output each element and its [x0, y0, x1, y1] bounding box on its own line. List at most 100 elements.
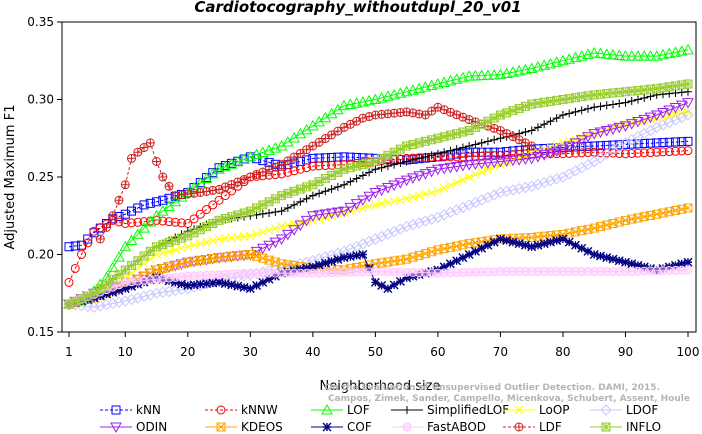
data-point-knn: [652, 138, 662, 148]
data-point-cof: [339, 253, 349, 263]
data-point-ldof: [457, 201, 469, 214]
data-point-inflo: [377, 153, 387, 163]
data-point-odin: [463, 160, 476, 171]
legend-item-ldf: LDF: [503, 420, 562, 434]
data-point-knnw: [677, 146, 687, 156]
data-point-odin: [525, 153, 538, 165]
data-point-odin: [438, 163, 451, 175]
data-point-knnw: [670, 146, 680, 156]
data-point-knnw: [289, 166, 299, 176]
data-point-kdeos: [252, 251, 262, 261]
data-point-simplifiedlof: [633, 95, 642, 104]
data-point-knnw: [158, 216, 168, 226]
data-point-inflo: [670, 81, 680, 91]
legend-marker-cof: [322, 422, 332, 432]
chart-title: Cardiotocography_withoutdupl_20_v01: [194, 0, 521, 16]
data-point-simplifiedlof: [684, 87, 692, 96]
data-point-inflo: [295, 184, 305, 194]
data-point-inflo: [495, 110, 505, 120]
data-point-simplifiedlof: [621, 98, 630, 107]
data-point-simplifiedlof: [415, 154, 424, 163]
data-point-knnw: [477, 151, 487, 161]
data-point-cof: [333, 254, 343, 264]
data-point-simplifiedlof: [490, 135, 499, 144]
data-point-cof: [527, 242, 537, 252]
data-point-lof: [607, 48, 619, 60]
data-point-ldof: [375, 230, 388, 243]
data-point-knnw: [208, 200, 218, 210]
data-point-inflo: [627, 86, 637, 96]
data-point-inflo: [527, 99, 537, 109]
data-point-odin: [350, 199, 363, 210]
series-line-cof: [68, 238, 689, 305]
data-point-odin: [281, 229, 294, 241]
data-point-inflo: [539, 97, 549, 107]
data-point-loop: [202, 237, 211, 247]
data-point-loop: [208, 236, 218, 245]
data-point-knn: [83, 234, 93, 244]
data-point-knn: [595, 141, 605, 151]
data-point-inflo: [552, 95, 562, 105]
data-point-ldof: [475, 194, 488, 206]
data-point-cof: [508, 237, 518, 247]
data-point-odin: [500, 156, 513, 167]
data-point-knnw: [502, 150, 512, 160]
data-point-inflo: [508, 106, 518, 116]
data-point-cof: [177, 279, 187, 289]
data-point-odin: [682, 98, 694, 109]
data-point-lof: [482, 69, 494, 80]
data-point-inflo: [633, 86, 643, 96]
data-point-odin: [306, 211, 319, 222]
data-point-fastabod: [683, 265, 693, 275]
data-point-knn: [664, 137, 674, 147]
data-point-inflo: [395, 144, 405, 154]
y-tick-label: 0.30: [27, 93, 54, 107]
data-point-knnw: [120, 219, 130, 228]
legend-item-lof: LOF: [311, 403, 370, 417]
data-point-lof: [619, 50, 632, 61]
data-point-odin: [513, 155, 526, 166]
data-point-ldof: [107, 297, 119, 310]
data-point-knnw: [302, 163, 312, 173]
legend-label-kdeos: KDEOS: [241, 420, 283, 434]
data-point-odin: [275, 234, 288, 246]
data-point-simplifiedlof: [465, 142, 474, 150]
data-point-simplifiedlof: [265, 208, 274, 217]
data-point-cof: [395, 276, 405, 286]
data-point-inflo: [595, 89, 605, 99]
data-point-knnw: [283, 167, 293, 177]
data-point-inflo: [264, 197, 274, 207]
data-point-cof: [220, 279, 230, 289]
data-point-knn: [345, 152, 355, 162]
data-point-odin: [613, 122, 626, 134]
x-tick-label: 30: [243, 345, 258, 359]
data-point-simplifiedlof: [396, 159, 405, 168]
data-point-ldof: [525, 180, 538, 193]
data-point-simplifiedlof: [533, 123, 542, 132]
data-point-cof: [539, 239, 549, 249]
data-point-cof: [564, 237, 574, 247]
x-tick-label: 10: [118, 345, 133, 359]
data-point-ldof: [125, 293, 138, 306]
data-point-simplifiedlof: [577, 106, 586, 115]
data-point-cof: [389, 280, 399, 290]
data-point-inflo: [127, 260, 137, 270]
data-point-odin: [357, 195, 369, 206]
data-point-knn: [633, 139, 643, 149]
data-point-knnw: [195, 209, 205, 219]
data-point-odin: [557, 144, 569, 156]
data-point-odin: [569, 138, 582, 149]
data-point-odin: [600, 126, 613, 137]
data-point-inflo: [289, 186, 299, 196]
legend-marker-ldof: [600, 404, 612, 416]
data-point-inflo: [583, 91, 593, 101]
data-point-ldof: [444, 206, 457, 219]
data-point-ldof: [500, 185, 513, 197]
legend-item-knnw: kNNW: [205, 403, 278, 417]
data-point-knnw: [458, 152, 468, 162]
data-point-cof: [358, 250, 368, 259]
data-point-knnw: [489, 151, 499, 161]
data-point-inflo: [658, 83, 668, 93]
data-point-loop: [564, 136, 574, 146]
series-kdeos: [64, 203, 693, 309]
